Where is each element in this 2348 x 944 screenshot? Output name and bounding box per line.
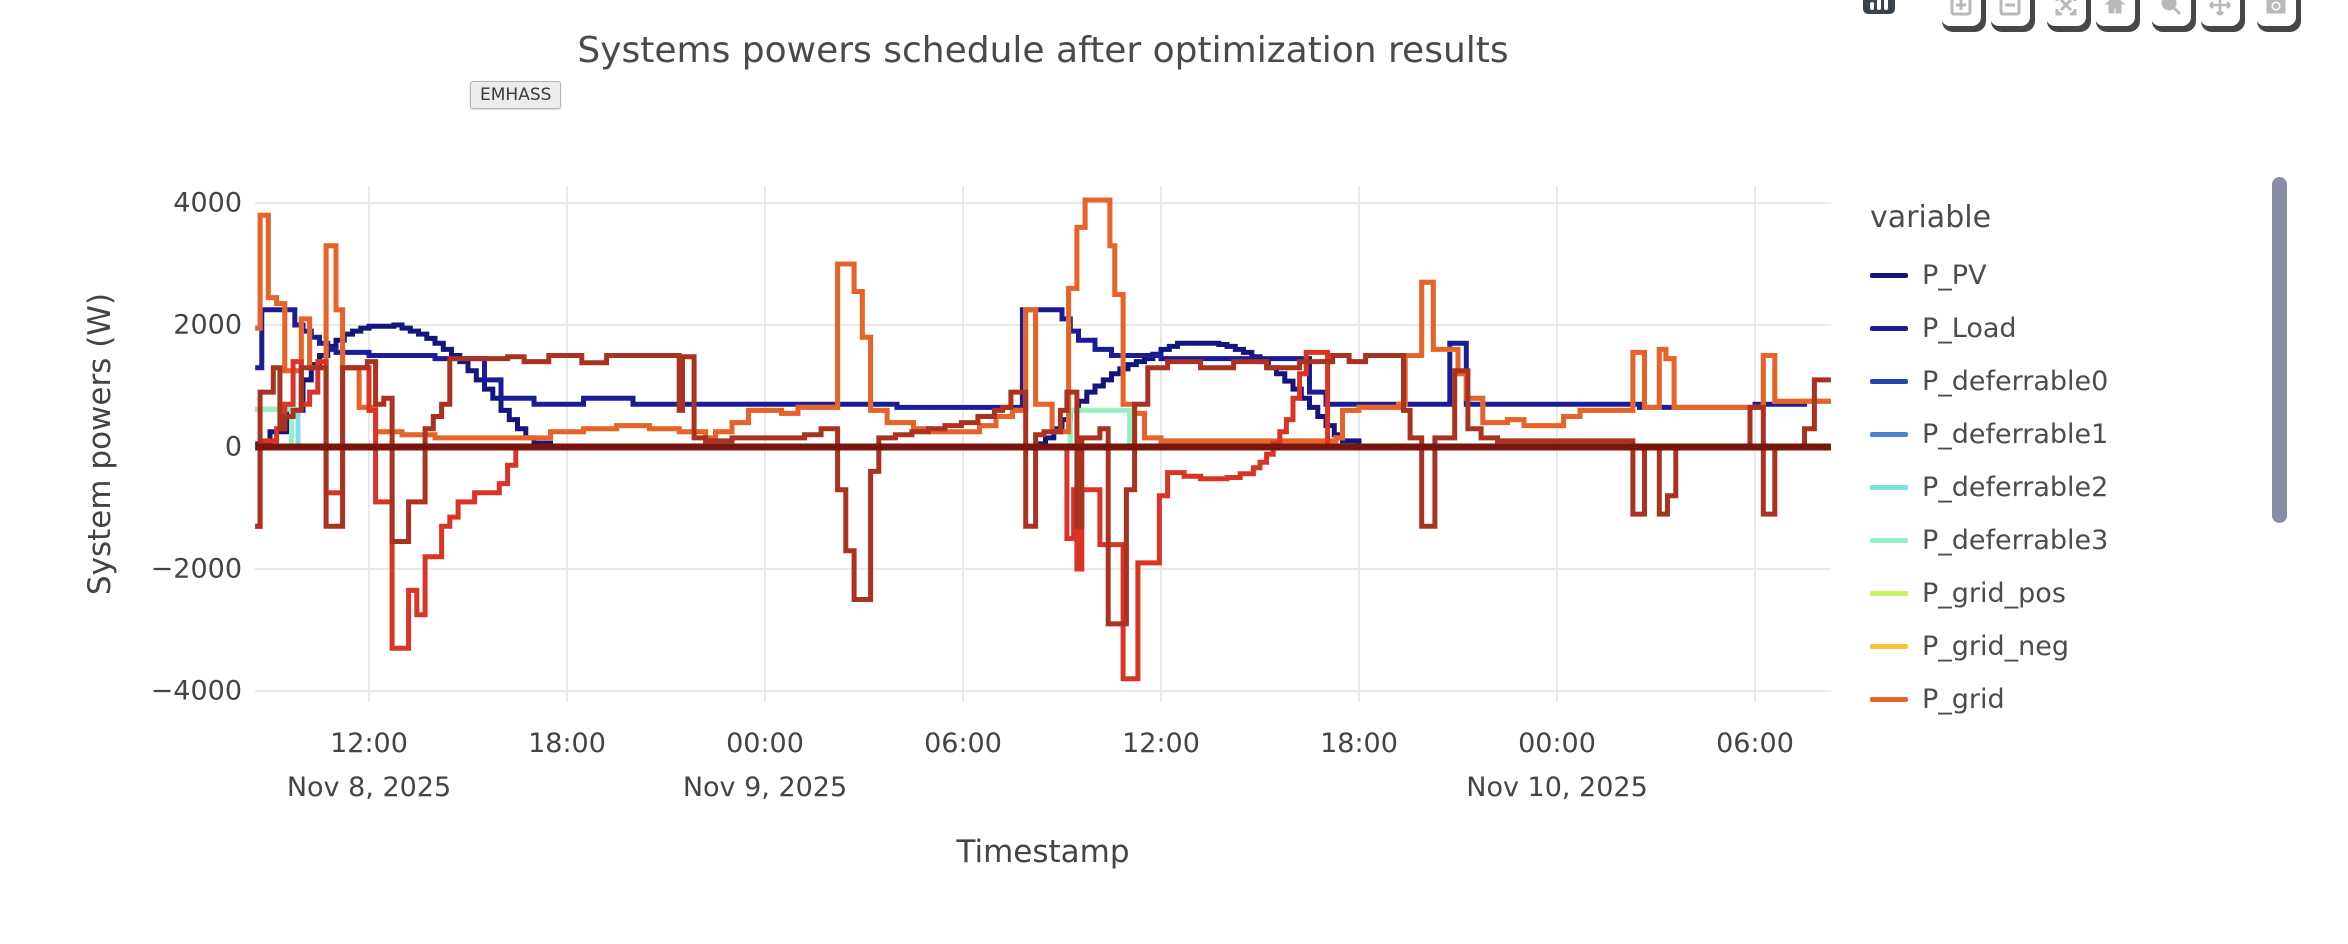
legend-item-P_PV[interactable]: P_PV xyxy=(1870,249,2108,302)
chart-title: Systems powers schedule after optimizati… xyxy=(577,30,1509,71)
legend-item-P_grid_neg[interactable]: P_grid_neg xyxy=(1870,620,2108,673)
legend-swatch-icon xyxy=(1870,432,1908,437)
emhass-tooltip-badge: EMHASS xyxy=(470,81,562,109)
reset-axes-home-icon[interactable] xyxy=(2095,0,2135,26)
pan-icon[interactable] xyxy=(2200,0,2240,26)
y-tick-label: −4000 xyxy=(150,675,242,707)
legend-swatch-icon xyxy=(1870,379,1908,384)
legend-item-label: P_grid xyxy=(1922,684,2005,715)
legend-scrollbar[interactable] xyxy=(2272,177,2287,523)
legend-item-P_grid_pos[interactable]: P_grid_pos xyxy=(1870,567,2108,620)
trace-P_grid[interactable] xyxy=(255,197,1831,444)
x-tick-label: 00:00 xyxy=(726,728,804,759)
x-date-label: Nov 9, 2025 xyxy=(682,772,848,803)
legend-title: variable xyxy=(1870,200,1992,235)
zoom-box-icon[interactable] xyxy=(2151,0,2191,26)
x-tick-label: 18:00 xyxy=(1320,728,1398,759)
legend-item-P_Load[interactable]: P_Load xyxy=(1870,302,2108,355)
legend: variable P_PV P_Load P_deferrable0 P_deferr… xyxy=(1870,200,2108,726)
legend-swatch-icon xyxy=(1870,485,1908,490)
x-tick-label: 12:00 xyxy=(1122,728,1200,759)
x-tick-label: 06:00 xyxy=(924,728,1002,759)
legend-item-label: P_grid_neg xyxy=(1922,631,2070,662)
legend-item-label: P_deferrable0 xyxy=(1922,366,2109,397)
legend-item-P_deferrable3[interactable]: P_deferrable3 xyxy=(1870,514,2108,567)
legend-swatch-icon xyxy=(1870,644,1908,649)
legend-item-P_deferrable0[interactable]: P_deferrable0 xyxy=(1870,355,2108,408)
legend-item-label: P_Load xyxy=(1922,313,2017,344)
trace-unlabeled_red[interactable] xyxy=(255,349,1831,682)
zoom-out-icon[interactable] xyxy=(1990,0,2030,26)
legend-item-label: P_PV xyxy=(1922,260,1987,291)
modebar xyxy=(1863,0,2296,26)
y-tick-label: 0 xyxy=(224,431,242,463)
legend-item-P_grid[interactable]: P_grid xyxy=(1870,673,2108,726)
trace-P_PV[interactable] xyxy=(255,322,1831,450)
x-tick-label: 06:00 xyxy=(1716,728,1794,759)
x-axis-title: Timestamp xyxy=(956,834,1130,870)
x-tick-label: 12:00 xyxy=(330,728,408,759)
legend-swatch-icon xyxy=(1870,326,1908,331)
legend-item-P_deferrable2[interactable]: P_deferrable2 xyxy=(1870,461,2108,514)
y-axis-title: System powers (W) xyxy=(82,292,118,596)
legend-item-label: P_deferrable3 xyxy=(1922,525,2109,556)
legend-swatch-icon xyxy=(1870,591,1908,596)
legend-swatch-icon xyxy=(1870,538,1908,543)
legend-item-label: P_deferrable2 xyxy=(1922,472,2109,503)
x-date-label: Nov 8, 2025 xyxy=(286,772,452,803)
camera-download-icon[interactable] xyxy=(2256,0,2296,26)
legend-swatch-icon xyxy=(1870,273,1908,278)
y-tick-label: 2000 xyxy=(173,309,242,341)
trace-unlabeled_dark_red[interactable] xyxy=(255,353,1831,627)
x-date-label: Nov 10, 2025 xyxy=(1466,772,1648,803)
x-tick-label: 18:00 xyxy=(528,728,606,759)
legend-item-label: P_deferrable1 xyxy=(1922,419,2109,450)
plotly-logo-icon[interactable] xyxy=(1863,0,1895,14)
y-tick-label: −2000 xyxy=(150,553,242,585)
trace-P_Load[interactable] xyxy=(255,307,1831,410)
x-tick-label: 00:00 xyxy=(1518,728,1596,759)
legend-item-P_deferrable1[interactable]: P_deferrable1 xyxy=(1870,408,2108,461)
legend-item-label: P_grid_pos xyxy=(1922,578,2066,609)
legend-swatch-icon xyxy=(1870,697,1908,702)
autoscale-icon[interactable] xyxy=(2046,0,2086,26)
zoom-in-icon[interactable] xyxy=(1941,0,1981,26)
y-tick-label: 4000 xyxy=(173,187,242,219)
